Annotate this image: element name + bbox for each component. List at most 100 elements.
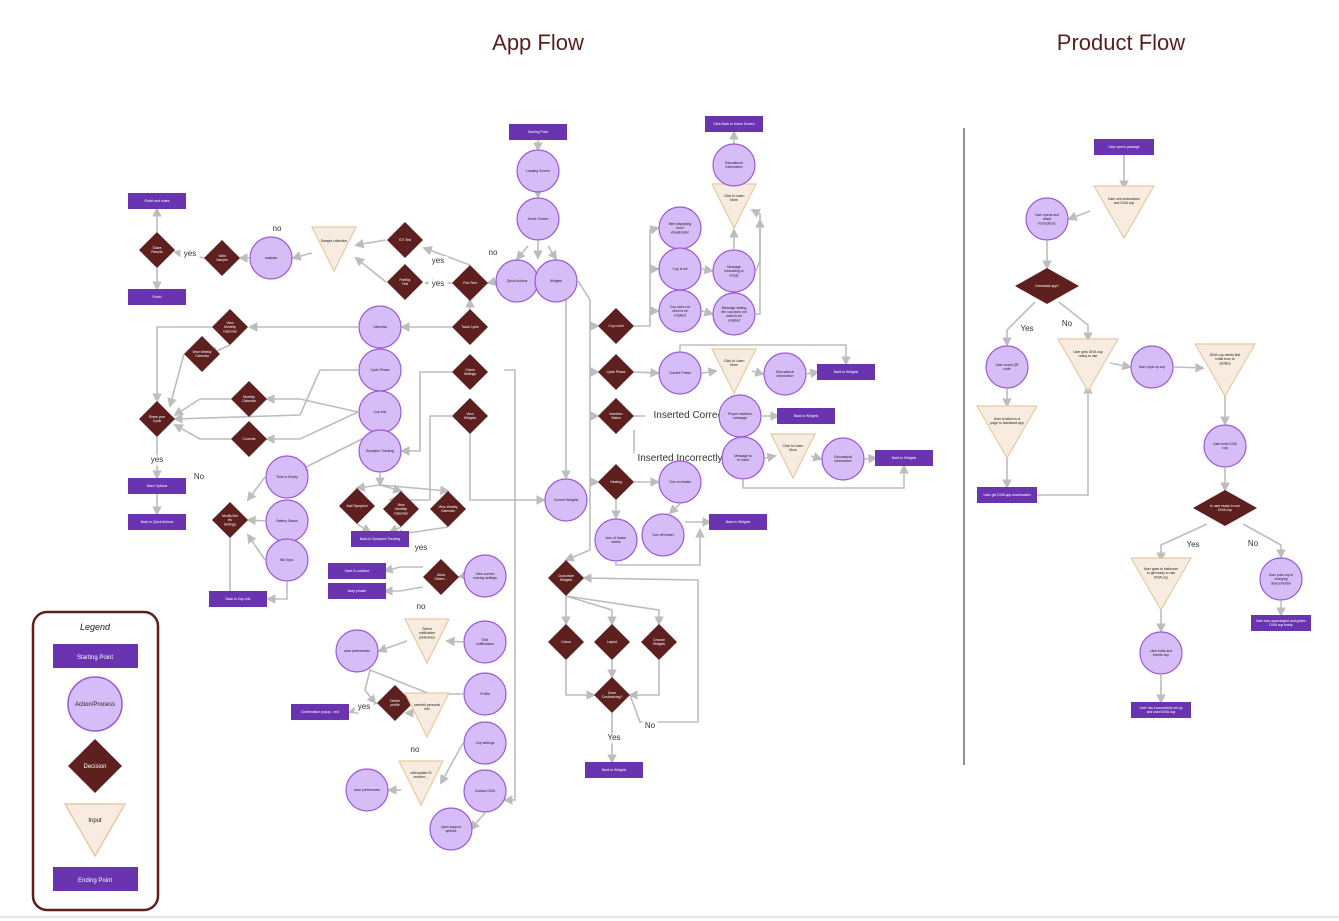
edge-label-11: No bbox=[645, 721, 656, 730]
node-gets-cup-ready: User gets DIVA cup ready to use bbox=[1056, 338, 1120, 393]
edge-62 bbox=[564, 482, 591, 562]
node-shape-home bbox=[516, 197, 560, 241]
node-turn-off-heater: Turn off heater bbox=[641, 513, 685, 557]
node-label-unpackaged: User has unpackaged and gotten DIVA cup r… bbox=[1256, 619, 1306, 627]
node-label-sample-collection: Sample collection bbox=[321, 239, 348, 243]
node-finish: Finish bbox=[128, 289, 186, 305]
edge-20 bbox=[167, 353, 185, 408]
node-sym-view-weekly: View Weekly Calendar bbox=[430, 491, 466, 527]
node-shape-boils-cup bbox=[1203, 424, 1247, 468]
edge-4 bbox=[547, 245, 558, 261]
edge-99 bbox=[1067, 210, 1091, 221]
node-insertion-status: Insertion Status bbox=[598, 398, 634, 434]
node-shape-save-preferences bbox=[335, 629, 379, 673]
node-educational-info-1: Educational Information bbox=[712, 143, 756, 187]
edge-label-4-bg bbox=[180, 249, 200, 260]
edge-label-5: yes bbox=[151, 455, 163, 464]
node-current-phase: Current Phase bbox=[658, 351, 702, 395]
edge-59 bbox=[589, 326, 600, 377]
node-back-widgets-5: Back to Widgets bbox=[585, 762, 643, 778]
node-shape-valid-sample bbox=[204, 240, 240, 276]
node-shape-msg-not-empty bbox=[712, 292, 756, 336]
node-label-finish-and-share: Finish and share bbox=[144, 199, 169, 203]
node-shape-icon-heater-status bbox=[594, 518, 638, 562]
node-shape-current-widgets bbox=[544, 478, 588, 522]
node-shape-finish bbox=[128, 289, 186, 305]
node-item-displaying: Item displaying level visualization bbox=[658, 206, 702, 250]
node-battery-status: Battery Status bbox=[265, 499, 309, 543]
edge-label-16-bg bbox=[1245, 539, 1261, 550]
node-back-widgets-1: Back to Widgets bbox=[817, 364, 875, 380]
node-back-widgets-3: Back to Widgets bbox=[875, 450, 933, 466]
edge-49 bbox=[445, 636, 464, 647]
legend-action-shape bbox=[67, 676, 123, 732]
node-shape-pops-up-cup bbox=[1130, 345, 1174, 389]
node-label-battery-status: Battery Status bbox=[276, 519, 298, 523]
edge-label-10: no bbox=[411, 745, 420, 754]
node-boils-cup: User boils DIVA cup bbox=[1203, 424, 1247, 468]
node-shape-successfully-set bbox=[1131, 702, 1191, 718]
node-shape-goes-bathroom bbox=[1129, 557, 1193, 612]
node-symptom-tracking: Symptom Tracking bbox=[358, 429, 402, 473]
edge-label-big-0-bg bbox=[645, 410, 741, 422]
node-contact-diva: Contact DIVA bbox=[463, 769, 507, 813]
node-delete-profile: Delete profile bbox=[377, 685, 413, 721]
node-label-select-notif-pref: Select notification preference bbox=[419, 627, 435, 639]
node-shape-edit-update bbox=[398, 760, 444, 807]
edge-87 bbox=[668, 503, 681, 515]
node-save-preferences-2: save preferences bbox=[345, 768, 389, 812]
edge-110 bbox=[1156, 523, 1208, 562]
node-label-see-edit-info: see/edit personal info bbox=[414, 703, 440, 711]
node-time-to-empty: Time to Empty bbox=[265, 455, 309, 499]
node-shape-sym-view-monthly bbox=[383, 491, 419, 527]
node-shape-puts-cup bbox=[1259, 557, 1303, 601]
node-shape-modify-settings bbox=[212, 502, 248, 538]
node-label-turn-off-heater: Turn off heater bbox=[652, 533, 675, 537]
node-done-customizing: Done Customizing? bbox=[594, 677, 630, 713]
node-label-colour: Colour bbox=[561, 640, 572, 644]
edge-25 bbox=[265, 411, 359, 444]
node-shape-back-widgets-3 bbox=[875, 450, 933, 466]
edge-101 bbox=[1002, 301, 1036, 347]
node-shape-sample-collection bbox=[311, 226, 357, 273]
node-label-cup-level: Cup Level bbox=[608, 324, 624, 328]
node-label-cycle-phase: Cycle Phase bbox=[370, 368, 389, 372]
node-label-cup-settings: Cup settings bbox=[476, 741, 495, 745]
node-cup-level: Cup Level bbox=[598, 308, 634, 344]
edge-label-3: no bbox=[273, 224, 282, 233]
edge-23 bbox=[173, 398, 231, 417]
edge-label-12-bg bbox=[604, 733, 624, 744]
node-label-opens-package: User opens package bbox=[1108, 145, 1139, 149]
node-msg-empty: Message instructing to empty bbox=[712, 249, 756, 293]
node-label-current-widgets: Current Widgets bbox=[554, 498, 579, 502]
node-back-cup-info: Back to Cup Info bbox=[209, 591, 267, 607]
edges-layer bbox=[152, 130, 1286, 831]
node-shape-see-edit-info bbox=[404, 692, 450, 739]
node-label-customize-widgets: Customize Widgets bbox=[558, 574, 574, 582]
node-educational-info-3: Educational Information bbox=[821, 437, 865, 481]
edge-39 bbox=[246, 476, 266, 502]
node-shape-loading bbox=[516, 149, 560, 193]
node-label-share-cycle: Share your Cycle bbox=[149, 415, 166, 423]
edge-label-15-bg bbox=[1183, 540, 1203, 551]
node-label-back-widgets-4: Back to Widgets bbox=[726, 520, 751, 524]
node-label-fertility-test: Fertility Test bbox=[400, 278, 411, 286]
node-shape-turn-off-heater bbox=[641, 513, 685, 557]
node-label-cup-not-empty: Cup does not need to be emptied bbox=[670, 305, 690, 317]
node-label-cycle-phase-widget: Cycle Phase bbox=[606, 370, 625, 374]
node-view-widgets: View Widgets bbox=[452, 398, 488, 434]
node-modify-settings: Modify/Set lev Settings bbox=[212, 502, 248, 538]
node-label-scans-qr: User scans QR code bbox=[996, 363, 1020, 371]
node-shape-ready-to-use bbox=[1193, 490, 1257, 526]
node-customize-widgets: Customize Widgets bbox=[548, 560, 584, 596]
edge-81 bbox=[764, 452, 777, 463]
node-shape-back-cup-info bbox=[209, 591, 267, 607]
node-download-app: Download app? bbox=[1015, 268, 1079, 304]
node-label-see-instructions: User see instructions and DIVA cup bbox=[1108, 197, 1140, 205]
edge-32 bbox=[355, 482, 381, 492]
edge-label-6-bg bbox=[191, 472, 207, 483]
node-finish-and-share: Finish and share bbox=[128, 193, 186, 209]
node-reads-instructions: User opens and reads instructions bbox=[1025, 197, 1069, 241]
edge-label-5-bg bbox=[147, 455, 167, 466]
node-shape-choose-widgets bbox=[641, 624, 677, 660]
